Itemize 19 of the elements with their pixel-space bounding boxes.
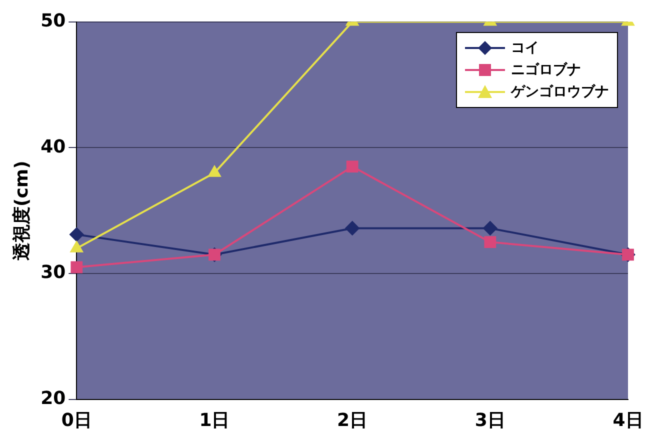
point — [484, 236, 496, 248]
point — [483, 221, 498, 236]
point — [345, 221, 360, 236]
x-tick-label: 1日 — [199, 410, 230, 431]
x-tick-label: 4日 — [612, 410, 644, 431]
x-tick-label: 0日 — [61, 410, 92, 431]
y-axis-title: 透視度(cm) — [11, 160, 32, 262]
x-tick-label: 2日 — [337, 410, 368, 431]
legend-label: ゲンゴロウブナ — [511, 82, 609, 102]
y-tick-label: 30 — [40, 262, 66, 284]
point — [346, 160, 358, 172]
point — [70, 228, 84, 242]
y-tick-label: 20 — [40, 388, 66, 410]
x-tick-label: 3日 — [474, 410, 506, 431]
legend-label: ニゴロブナ — [511, 60, 581, 80]
point — [70, 261, 83, 274]
legend-label: コイ — [511, 38, 539, 58]
y-tick-label: 50 — [40, 10, 66, 32]
y-tick-label: 40 — [40, 136, 66, 158]
